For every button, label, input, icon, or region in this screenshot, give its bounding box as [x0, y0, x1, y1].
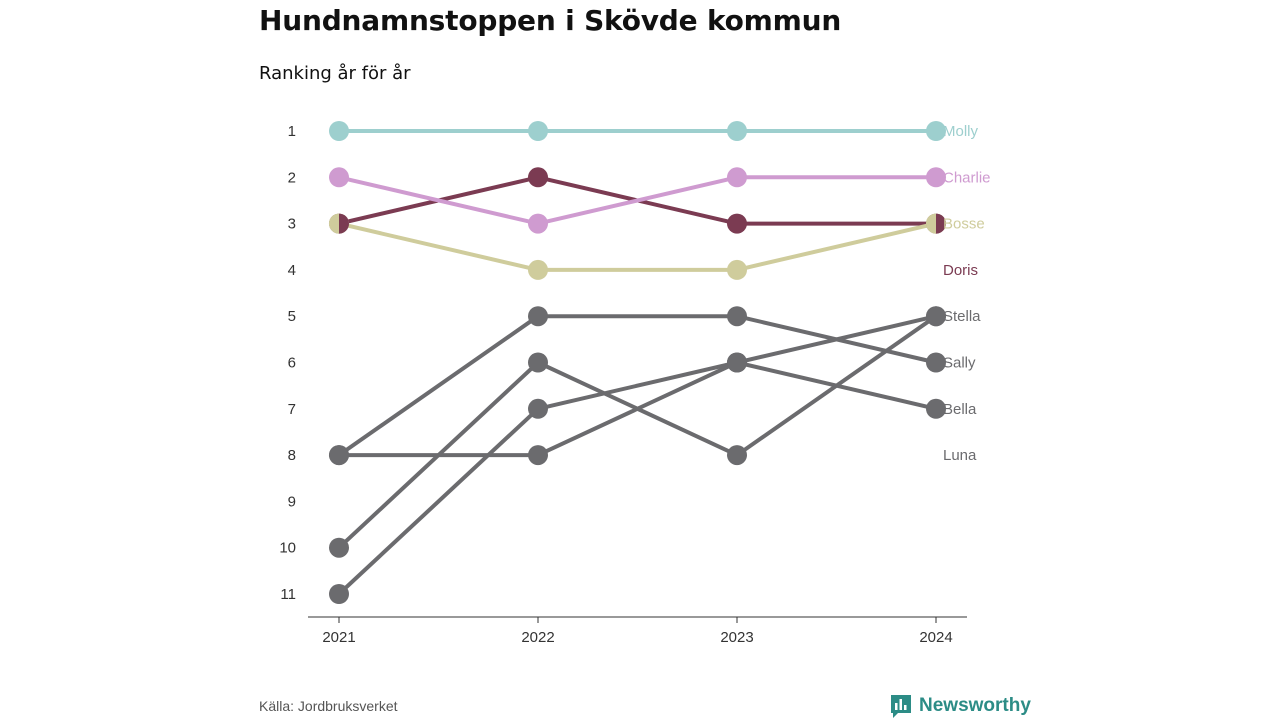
series-line-stella — [337, 314, 938, 596]
series-labels: Molly Charlie Bosse Doris Stella Sally Bella Lu… — [943, 123, 991, 464]
y-tick-11: 11 — [280, 586, 296, 603]
x-axis: 2021 2022 2023 2024 — [308, 616, 967, 646]
point-charlie-2022 — [528, 213, 548, 234]
point-bella-2022 — [528, 306, 548, 327]
brand-logo[interactable]: Newsworthy — [889, 693, 1031, 719]
point-stella-2024 — [926, 306, 946, 327]
series-line-sally — [337, 314, 938, 550]
label-bosse: Bosse — [943, 216, 985, 233]
series-line-charlie — [337, 175, 938, 226]
split-point-left — [926, 213, 936, 234]
split-point-right — [936, 213, 946, 234]
rank-chart: Molly Charlie Bosse Doris Stella Sally Bella Lu… — [279, 121, 991, 646]
point-bosse-2022 — [528, 259, 548, 280]
chart-subtitle: Ranking år för år — [259, 63, 411, 84]
source-note: Källa: Jordbruksverket — [259, 698, 398, 714]
point-luna-2024 — [926, 398, 946, 419]
y-tick-3: 3 — [288, 216, 296, 233]
point-stella-2021 — [329, 584, 349, 604]
x-tick-2021: 2021 — [322, 629, 355, 646]
point-charlie-2021 — [329, 167, 349, 188]
point-molly-2022 — [528, 121, 548, 141]
point-sally-2022 — [528, 352, 548, 373]
point-molly-2023 — [727, 121, 747, 141]
y-tick-10: 10 — [279, 540, 296, 557]
y-tick-6: 6 — [288, 355, 296, 372]
point-sally-2023 — [727, 445, 747, 466]
label-stella: Stella — [943, 308, 981, 325]
point-charlie-2024 — [926, 167, 946, 188]
label-doris: Doris — [943, 262, 978, 279]
point-charlie-2023 — [727, 167, 747, 188]
y-tick-8: 8 — [288, 447, 296, 464]
y-tick-2: 2 — [288, 169, 296, 186]
point-bosse-2023 — [727, 259, 747, 280]
chart-title: Hundnamnstoppen i Skövde kommun — [259, 4, 842, 37]
series-lines — [337, 129, 938, 596]
y-tick-9: 9 — [288, 493, 296, 510]
point-bella-2021 — [329, 445, 349, 466]
point-doris-2023 — [727, 213, 747, 234]
split-point-right — [339, 213, 349, 234]
x-tick-2023: 2023 — [720, 629, 753, 646]
point-bella-2023 — [727, 306, 747, 327]
y-tick-5: 5 — [288, 308, 296, 325]
y-tick-1: 1 — [288, 123, 296, 140]
label-bella: Bella — [943, 401, 977, 418]
point-molly-2021 — [329, 121, 349, 141]
label-molly: Molly — [943, 123, 979, 140]
split-point-left — [329, 213, 339, 234]
x-tick-2022: 2022 — [521, 629, 554, 646]
point-sally-2021 — [329, 537, 349, 558]
label-sally: Sally — [943, 355, 976, 372]
point-luna-2022 — [528, 445, 548, 466]
point-bella-2024 — [926, 352, 946, 373]
brand-name: Newsworthy — [919, 695, 1031, 716]
label-luna: Luna — [943, 447, 977, 464]
point-stella-2022 — [528, 398, 548, 419]
y-tick-4: 4 — [288, 262, 296, 279]
point-stella-2023 — [727, 352, 747, 373]
x-tick-2024: 2024 — [919, 629, 952, 646]
label-charlie: Charlie — [943, 169, 991, 186]
series-line-bosse — [337, 221, 938, 272]
newsworthy-chart-icon — [891, 695, 911, 718]
point-doris-2022 — [528, 167, 548, 188]
point-molly-2024 — [926, 121, 946, 141]
y-tick-7: 7 — [288, 401, 296, 418]
series-points — [329, 121, 946, 604]
y-axis: 1 2 3 4 5 6 7 8 9 10 11 — [279, 123, 296, 603]
